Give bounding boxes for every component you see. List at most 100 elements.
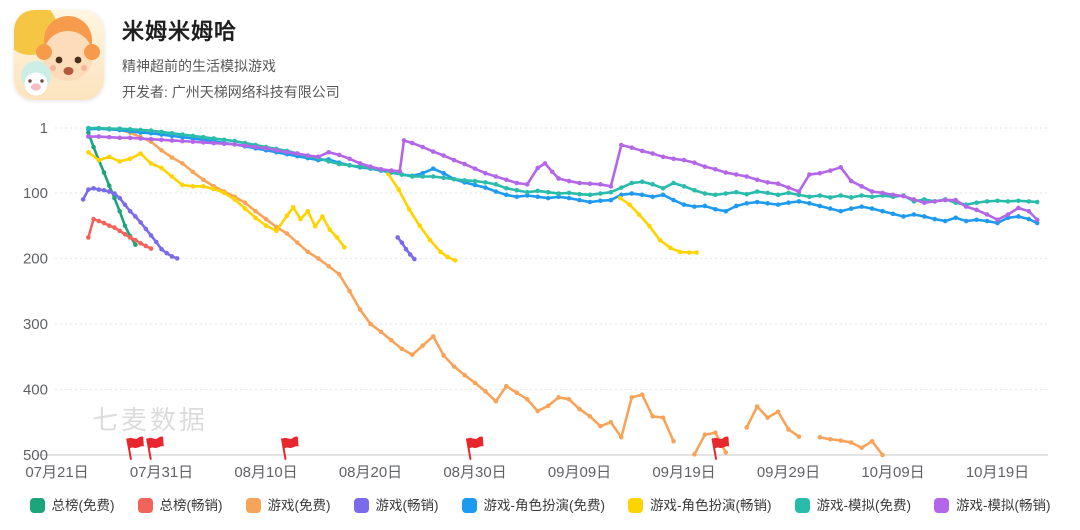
data-point	[101, 187, 107, 193]
data-point	[91, 216, 96, 222]
data-point	[493, 398, 499, 404]
data-point	[274, 147, 279, 153]
data-point	[399, 172, 405, 177]
series-game-paid[interactable]	[80, 185, 417, 262]
data-point	[399, 240, 405, 245]
data-point	[336, 161, 342, 167]
data-point	[232, 138, 237, 144]
x-tick-label: 09月29日	[757, 464, 820, 481]
data-point	[733, 189, 739, 195]
series-line-sim-paid	[87, 135, 1039, 222]
data-point	[828, 436, 833, 442]
data-point	[629, 180, 635, 186]
legend-swatch-game-free	[245, 498, 261, 513]
data-point	[953, 215, 958, 221]
data-point	[389, 338, 394, 343]
data-point	[650, 194, 655, 200]
data-point	[127, 156, 133, 162]
data-point	[190, 169, 196, 175]
data-point	[660, 192, 666, 198]
data-point	[608, 197, 614, 203]
data-point	[190, 139, 196, 145]
y-tick-label: 400	[23, 381, 48, 398]
data-point	[901, 193, 906, 199]
data-point	[545, 195, 551, 201]
data-point	[744, 191, 749, 197]
data-point	[274, 228, 279, 234]
flag-marker[interactable]	[126, 436, 146, 460]
legend-label-rpg-paid: 游戏-角色扮演(畅销)	[650, 498, 772, 513]
data-point	[671, 180, 676, 186]
flag-marker[interactable]	[146, 436, 166, 460]
data-point	[305, 208, 311, 214]
data-point	[284, 231, 290, 236]
data-point	[472, 166, 478, 171]
data-point	[953, 197, 958, 203]
data-point	[619, 142, 624, 148]
data-point	[702, 432, 708, 437]
legend-label-sim-free: 游戏-模拟(免费)	[816, 498, 912, 513]
data-point	[859, 204, 864, 209]
series-line-game-free	[97, 127, 675, 443]
data-point	[368, 321, 373, 327]
data-point	[639, 392, 645, 398]
legend-item-zongbang-paid[interactable]: 总榜(畅销)	[137, 498, 223, 513]
data-point	[315, 154, 321, 160]
data-point	[765, 180, 770, 185]
flag-marker[interactable]	[711, 436, 731, 460]
data-point	[786, 185, 791, 190]
series-zongbang-paid[interactable]	[86, 216, 154, 251]
data-point	[828, 206, 833, 211]
data-point	[577, 180, 582, 186]
data-point	[677, 249, 683, 255]
data-point	[164, 250, 170, 256]
flag-pole	[281, 438, 287, 460]
flag-pole	[146, 438, 152, 460]
data-point	[942, 197, 948, 203]
data-point	[211, 186, 217, 192]
data-point	[312, 223, 318, 229]
legend-item-zongbang-free[interactable]: 总榜(免费)	[29, 498, 115, 513]
data-point	[619, 185, 624, 190]
series-rpg-paid[interactable]	[86, 149, 699, 263]
data-point	[598, 198, 603, 204]
data-point	[201, 134, 206, 140]
y-tick-label: 500	[23, 447, 48, 464]
data-point	[577, 191, 582, 197]
data-point	[295, 240, 300, 245]
legend-item-game-paid[interactable]: 游戏(畅销)	[353, 498, 439, 513]
legend-label-zongbang-paid: 总榜(畅销)	[159, 498, 223, 513]
series-sim-paid[interactable]	[86, 134, 1040, 223]
data-point	[96, 187, 102, 192]
data-point	[859, 193, 864, 198]
legend-item-game-free[interactable]: 游戏(免费)	[245, 498, 331, 513]
legend-item-sim-free[interactable]: 游戏-模拟(免费)	[794, 498, 912, 513]
data-point	[169, 174, 175, 179]
data-point	[514, 187, 520, 193]
data-point	[101, 220, 107, 226]
data-point	[869, 438, 875, 444]
data-point	[911, 212, 917, 217]
data-point	[91, 144, 96, 150]
x-tick-label: 10月19日	[966, 464, 1029, 481]
data-point	[524, 396, 530, 402]
data-point	[681, 202, 687, 207]
data-point	[347, 156, 352, 162]
data-point	[744, 425, 749, 430]
legend-label-game-free: 游戏(免费)	[267, 498, 331, 513]
data-point	[1005, 199, 1011, 204]
data-point	[608, 189, 614, 195]
data-point	[420, 144, 426, 150]
legend-item-rpg-paid[interactable]: 游戏-角色扮演(畅销)	[628, 498, 772, 513]
data-point	[122, 202, 128, 207]
data-point	[566, 396, 572, 402]
flag-marker[interactable]	[465, 436, 486, 460]
data-point	[347, 163, 352, 168]
data-point	[153, 239, 159, 245]
legend-item-rpg-free[interactable]: 游戏-角色扮演(免费)	[461, 498, 605, 513]
flag-marker[interactable]	[281, 436, 301, 460]
data-point	[133, 214, 138, 219]
legend-item-sim-paid[interactable]: 游戏-模拟(畅销)	[934, 498, 1051, 513]
data-point	[524, 182, 530, 187]
